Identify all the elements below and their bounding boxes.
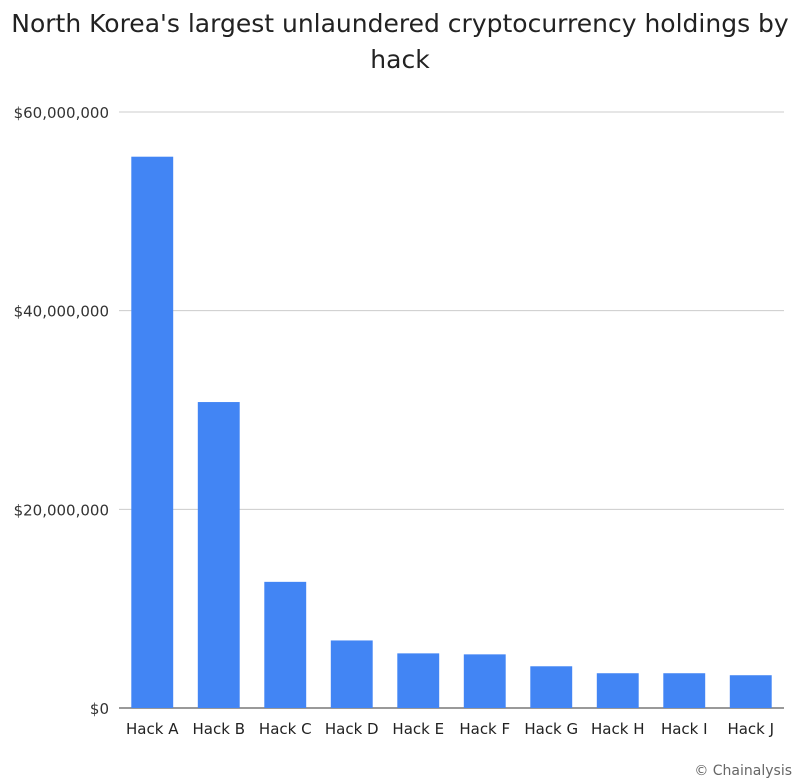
x-tick-label: Hack J (727, 720, 774, 738)
x-tick-label: Hack C (259, 720, 312, 738)
x-tick-label: Hack E (392, 720, 444, 738)
x-tick-label: Hack A (126, 720, 179, 738)
y-tick-label: $0 (90, 700, 109, 718)
bar-hack-c (264, 581, 307, 708)
x-axis-ticks: Hack A Hack B Hack C Hack D Hack E Hack F Hack… (126, 720, 774, 738)
y-tick-label: $40,000,000 (14, 303, 109, 321)
y-axis-ticks: $0 $20,000,000 $40,000,000 $60,000,000 (14, 104, 109, 718)
bar-hack-d (330, 640, 373, 708)
bar-hack-i (663, 673, 706, 708)
bar-hack-a (131, 156, 174, 708)
x-tick-label: Hack F (459, 720, 510, 738)
x-tick-label: Hack D (325, 720, 379, 738)
bar-hack-j (729, 675, 772, 708)
x-tick-label: Hack H (591, 720, 644, 738)
bar-hack-f (463, 654, 506, 708)
source-credit: © Chainalysis (694, 763, 792, 779)
x-tick-label: Hack I (661, 720, 708, 738)
x-tick-label: Hack B (193, 720, 245, 738)
bar-hack-h (596, 673, 639, 708)
chart-title: North Korea's largest unlaundered crypto… (11, 9, 789, 74)
y-tick-label: $20,000,000 (14, 501, 109, 519)
x-tick-label: Hack G (524, 720, 578, 738)
y-tick-label: $60,000,000 (14, 104, 109, 122)
bar-hack-b (197, 402, 240, 708)
bar-hack-g (530, 666, 573, 708)
bars (131, 156, 772, 708)
bar-hack-e (397, 653, 440, 708)
